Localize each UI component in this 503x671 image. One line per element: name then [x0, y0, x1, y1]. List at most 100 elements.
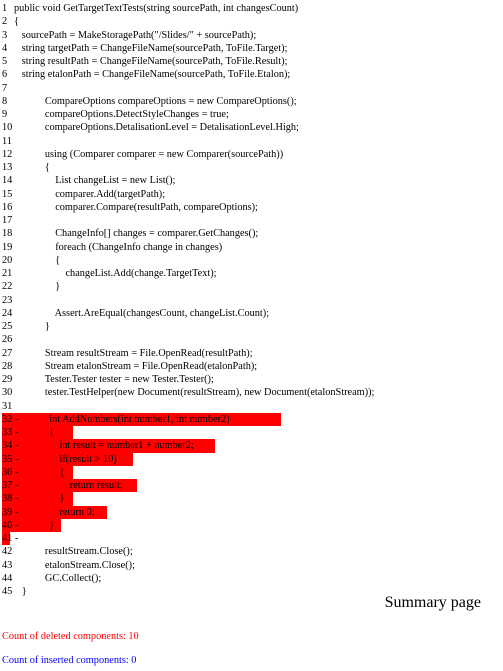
deleted-highlight [2, 532, 10, 546]
deleted-highlight [2, 465, 73, 479]
line-number: 17 [2, 215, 13, 226]
line-number: 28 [2, 360, 13, 372]
code-line: 3 sourcePath = MakeStoragePath("/Slides/… [2, 29, 374, 42]
line-number: 7 [2, 82, 8, 94]
code-text: } [14, 281, 61, 293]
code-line: 16 comparer.Compare(resultPath, compareO… [2, 201, 374, 214]
code-line: 13 { [2, 161, 374, 174]
line-number: 2 [2, 16, 8, 28]
code-text: compareOptions.DetalisationLevel = Detal… [14, 122, 299, 134]
line-number: 41 - [2, 533, 19, 544]
code-text: return 0; [18, 506, 95, 518]
code-line: 42 resultStream.Close(); [2, 545, 374, 558]
line-number: 29 [2, 374, 13, 385]
deleted-highlight [2, 452, 133, 466]
code-line: 23 [2, 294, 374, 307]
code-line: 6 string etalonPath = ChangeFileName(sou… [2, 68, 374, 81]
code-line-deleted: 40 - } [2, 518, 374, 532]
line-number: 43 [2, 559, 13, 571]
code-text: int result = number1 + number2; [18, 440, 194, 452]
line-number: 44 [2, 572, 13, 584]
code-line: 2{ [2, 15, 374, 28]
code-text: Stream etalonStream = File.OpenRead(etal… [14, 360, 258, 372]
deleted-highlight [2, 412, 281, 426]
line-number: 42 [2, 546, 13, 558]
code-text: List changeList = new List(); [14, 175, 176, 187]
line-number: 39 - [2, 506, 19, 518]
code-text: Stream resultStream = File.OpenRead(resu… [14, 347, 253, 359]
line-number: 25 [2, 321, 13, 332]
line-number: 4 [2, 42, 8, 54]
line-number: 23 [2, 294, 13, 306]
code-text: } [14, 586, 27, 597]
code-line: 45 } [2, 585, 374, 598]
code-text: { [14, 16, 19, 28]
line-number: 5 [2, 56, 8, 67]
code-line: 7 [2, 82, 374, 95]
code-text: foreach (ChangeInfo change in changes) [14, 241, 223, 253]
code-text: { [14, 254, 61, 266]
code-line: 9 compareOptions.DetectStyleChanges = tr… [2, 108, 374, 121]
code-line: 22 } [2, 280, 374, 293]
line-number: 37 - [2, 480, 19, 491]
code-line: 11 [2, 135, 374, 148]
line-number: 34 - [2, 440, 19, 452]
line-number: 27 [2, 347, 13, 359]
code-line-deleted: 34 - int result = number1 + number2; [2, 439, 374, 453]
code-text: { [14, 162, 50, 173]
line-number: 19 [2, 241, 13, 253]
code-text: return result; [18, 480, 123, 491]
code-text: sourcePath = MakeStoragePath("/Slides/" … [14, 29, 257, 41]
line-number: 6 [2, 69, 8, 81]
code-text: compareOptions.DetectStyleChanges = true… [14, 109, 229, 120]
code-line: 1 public void GetTargetTextTests(string s… [2, 2, 374, 15]
code-line-deleted: 37 - return result; [2, 479, 374, 493]
code-text: GC.Collect(); [14, 572, 102, 584]
line-number: 16 [2, 201, 13, 213]
code-text: string resultPath = ChangeFileName(sourc… [14, 56, 288, 67]
code-text: comparer.Compare(resultPath, compareOpti… [14, 201, 258, 213]
code-line: 25 } [2, 320, 374, 333]
code-line: 26 [2, 333, 374, 346]
line-number: 11 [2, 135, 12, 147]
code-line-deleted: 41 - [2, 532, 374, 546]
line-number: 9 [2, 109, 8, 120]
line-number: 12 [2, 148, 13, 160]
code-text: resultStream.Close(); [14, 546, 133, 558]
code-line: 18 ChangeInfo[] changes = comparer.GetCh… [2, 227, 374, 240]
line-number: 21 [2, 268, 13, 279]
code-line: 17 [2, 214, 374, 227]
code-text: changeList.Add(change.TargetText); [14, 268, 217, 279]
code-text: using (Comparer comparer = new Comparer(… [14, 148, 284, 160]
code-text: string targetPath = ChangeFileName(sourc… [14, 42, 288, 54]
code-text: ChangeInfo[] changes = comparer.GetChang… [14, 228, 259, 240]
code-line-deleted: 35 - if(result > 10) [2, 452, 374, 466]
code-text: if(result > 10) [18, 453, 117, 465]
line-number: 45 [2, 586, 13, 597]
code-text: public void GetTargetTextTests(string so… [14, 3, 299, 14]
line-number: 40 - [2, 519, 19, 531]
code-text: string etalonPath = ChangeFileName(sourc… [14, 69, 291, 81]
line-number: 22 [2, 281, 13, 293]
code-text: CompareOptions compareOptions = new Comp… [14, 95, 297, 107]
deleted-count-text: Count of deleted components: 10 [2, 631, 139, 642]
line-number: 20 [2, 254, 13, 266]
line-number: 31 [2, 400, 13, 412]
code-line: 28 Stream etalonStream = File.OpenRead(e… [2, 360, 374, 373]
code-text: comparer.Add(targetPath); [14, 188, 166, 200]
line-number: 3 [2, 29, 8, 41]
code-text: } [18, 519, 55, 531]
code-line: 44 GC.Collect(); [2, 572, 374, 585]
code-line: 14 List changeList = new List(); [2, 174, 374, 187]
code-line: 20 { [2, 254, 374, 267]
deleted-highlight [2, 439, 215, 453]
code-line: 21 changeList.Add(change.TargetText); [2, 267, 374, 280]
line-number: 32 - [2, 413, 19, 425]
code-line: 24 Assert.AreEqual(changesCount, changeL… [2, 307, 374, 320]
line-number: 10 [2, 122, 13, 134]
code-line: 8 CompareOptions compareOptions = new Co… [2, 95, 374, 108]
code-line: 29 Tester.Tester tester = new Tester.Tes… [2, 373, 374, 386]
line-number: 26 [2, 334, 13, 346]
code-line: 19 foreach (ChangeInfo change in changes… [2, 241, 374, 254]
code-line-deleted: 32 - int AddNumbers(int number1, int num… [2, 412, 374, 426]
